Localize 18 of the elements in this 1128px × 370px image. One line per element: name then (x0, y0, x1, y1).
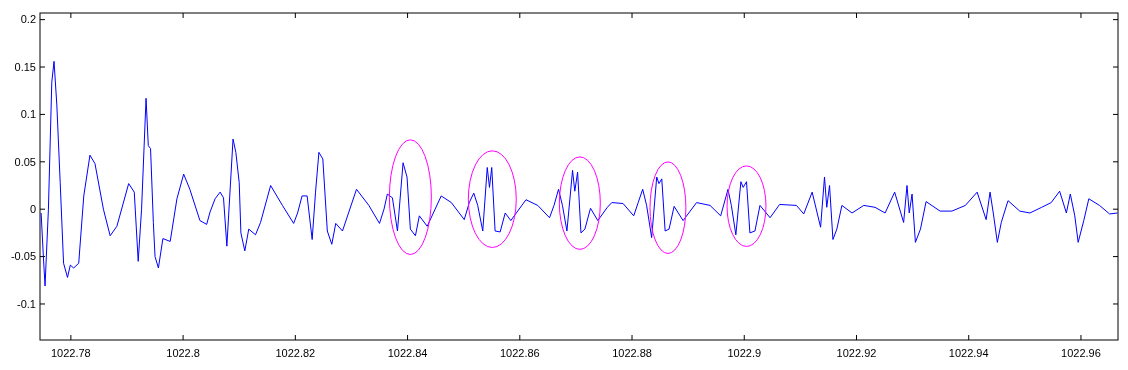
y-tick-label: -0.05 (10, 250, 36, 263)
x-tick-label: 1022.88 (612, 347, 652, 359)
x-tick-label: 1022.9 (727, 347, 762, 359)
y-tick-label: 0 (29, 203, 36, 216)
x-tick-label: 1022.94 (948, 347, 989, 359)
x-tick-label: 1022.8 (166, 347, 200, 359)
x-tick-label: 1022.92 (836, 347, 877, 359)
y-tick-label: 0.15 (14, 60, 36, 73)
y-tick-label: 0.1 (20, 108, 36, 121)
x-tick-label: 1022.96 (1061, 347, 1101, 359)
x-tick-label: 1022.82 (275, 347, 316, 359)
y-tick-label: -0.1 (17, 297, 36, 310)
x-tick-label: 1022.86 (499, 347, 540, 359)
x-tick-label: 1022.84 (387, 347, 428, 359)
y-tick-label: 0.05 (14, 155, 36, 168)
x-tick-label: 1022.78 (50, 347, 91, 359)
y-tick-label: 0.2 (20, 13, 36, 26)
line-series (40, 60, 1118, 287)
